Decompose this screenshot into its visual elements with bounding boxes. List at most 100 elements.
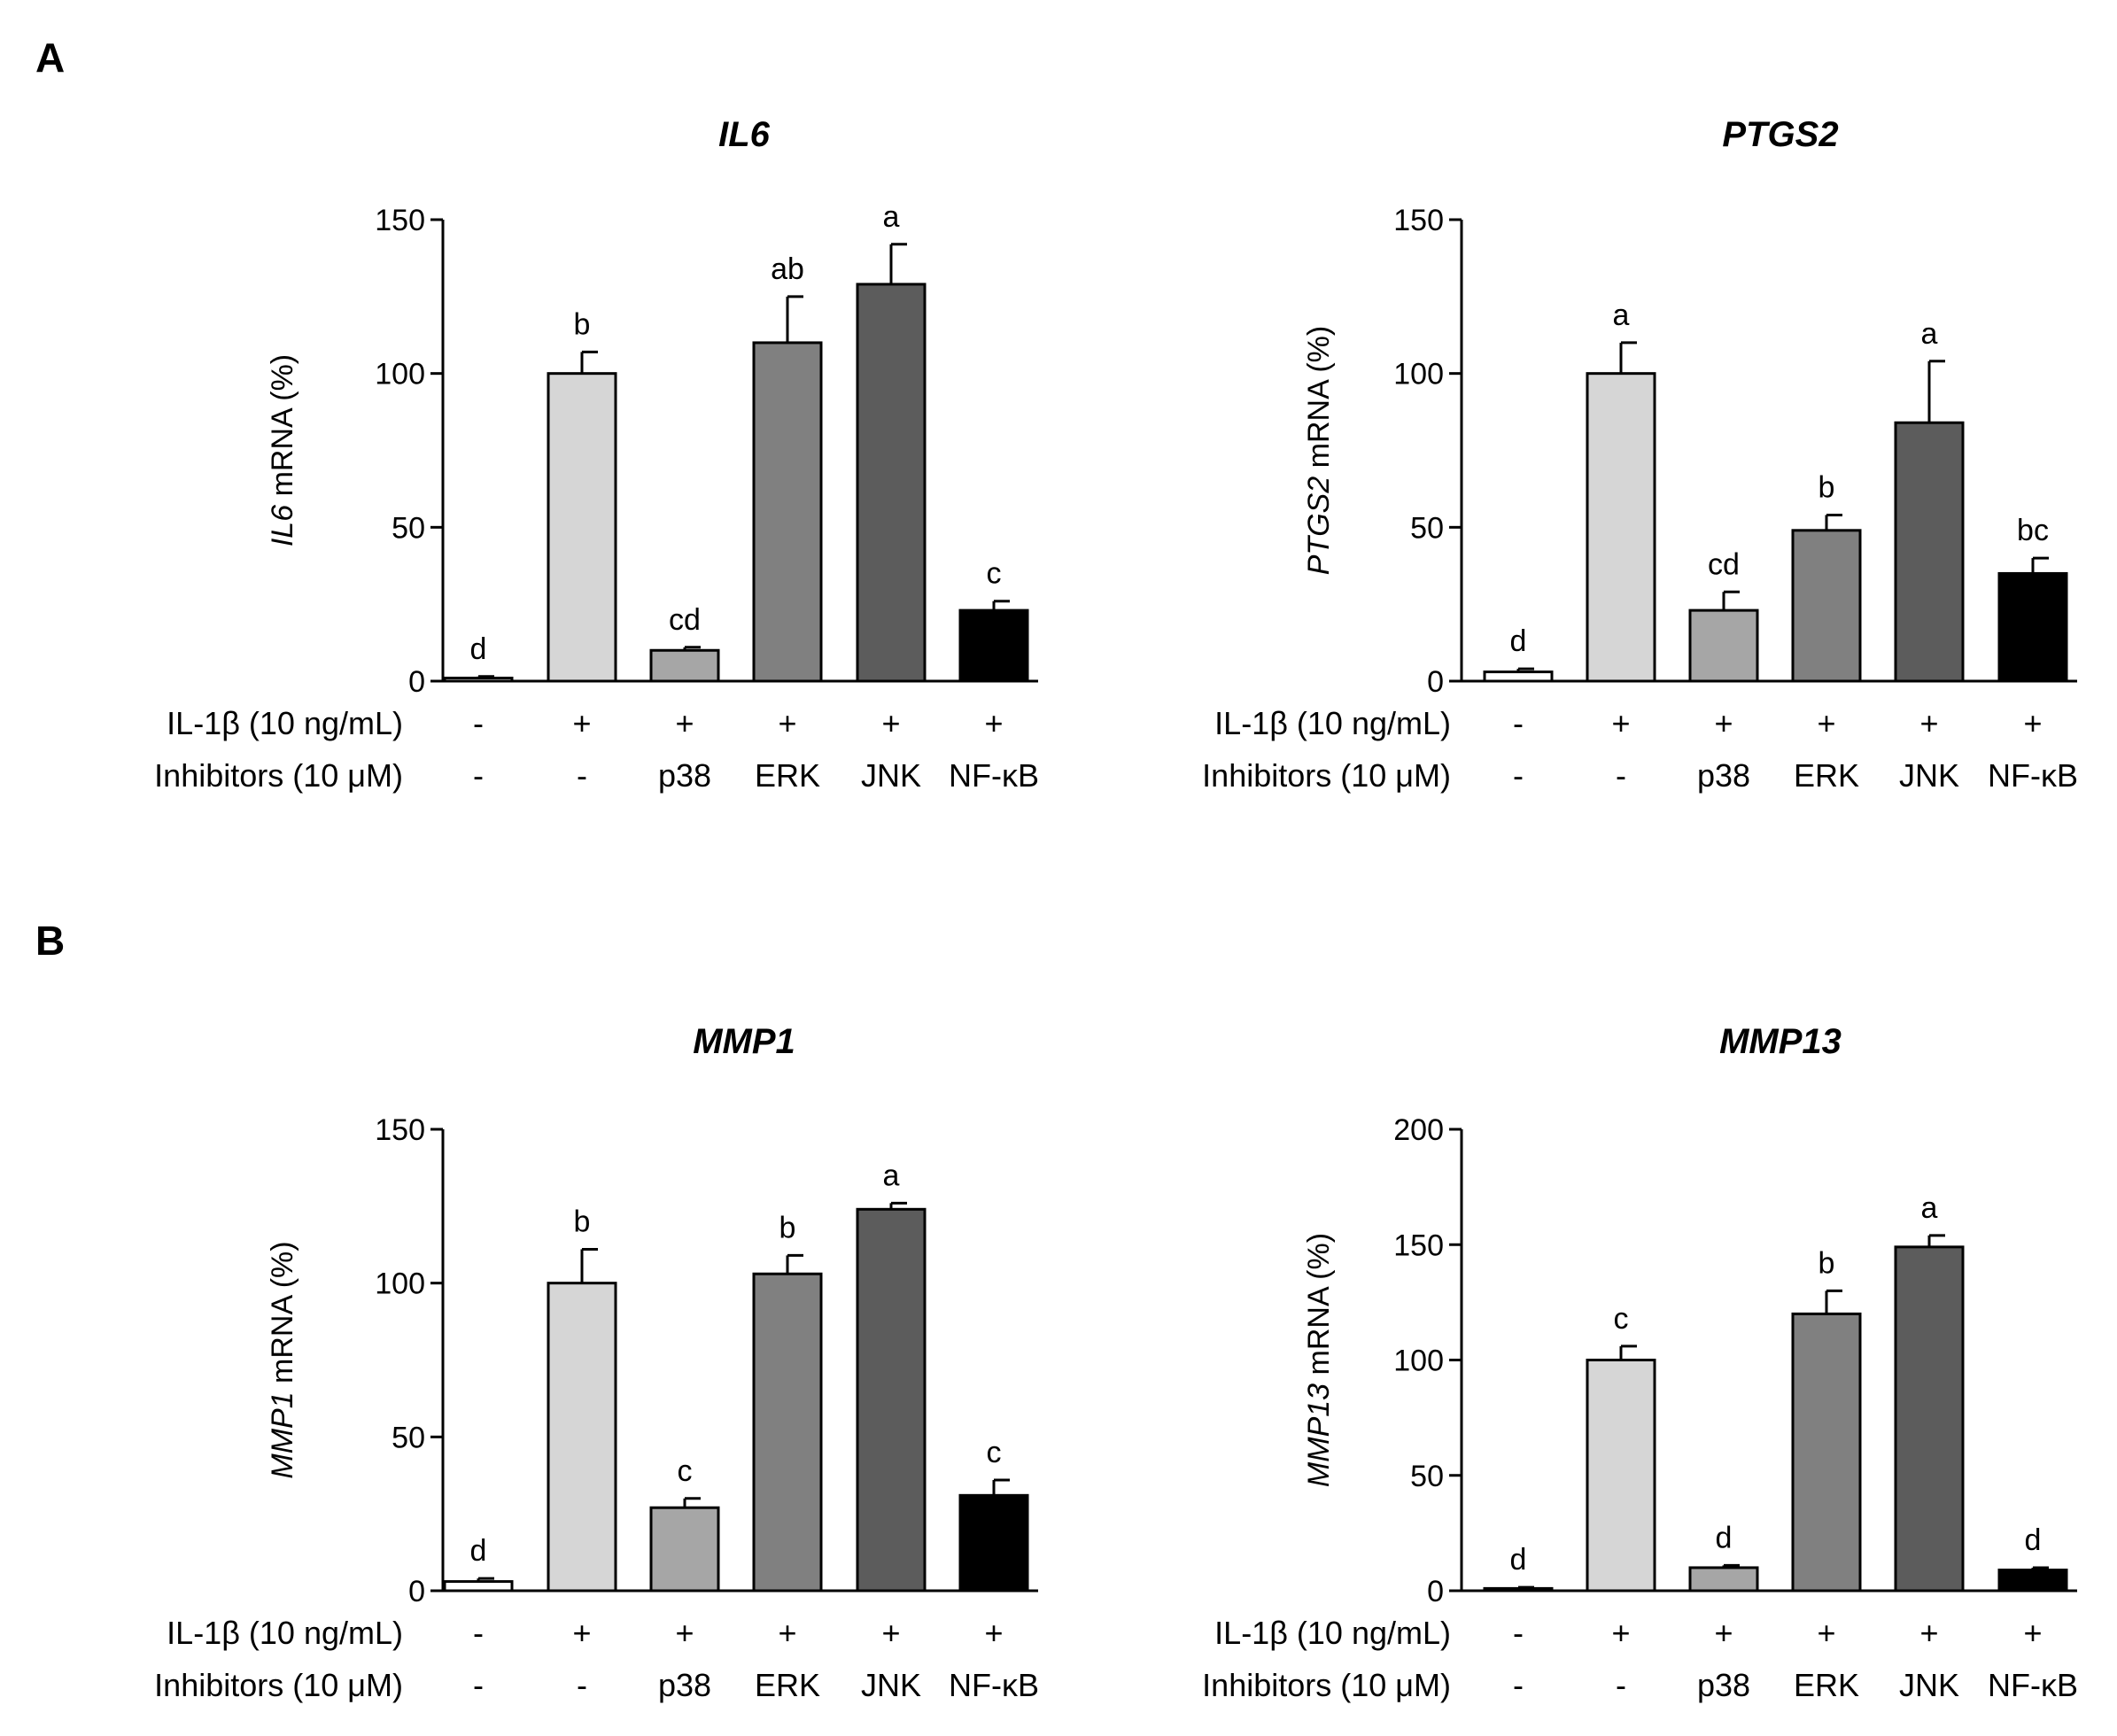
inhibitor-condition: - bbox=[473, 757, 484, 794]
significance-letter: cd bbox=[669, 603, 701, 637]
significance-letter: cd bbox=[1708, 547, 1740, 581]
inhibitor-condition: JNK bbox=[1899, 757, 1959, 794]
il1b-condition: - bbox=[473, 1615, 484, 1651]
il1b-row-label: IL-1β (10 ng/mL) bbox=[1214, 1615, 1451, 1651]
il1b-condition: + bbox=[675, 1615, 694, 1651]
bar bbox=[649, 648, 720, 683]
il1b-condition: + bbox=[778, 705, 796, 741]
chart-title: PTGS2 bbox=[1722, 115, 1838, 154]
significance-letter: c bbox=[987, 557, 1002, 591]
chart-title: MMP1 bbox=[693, 1022, 795, 1061]
bar bbox=[1997, 571, 2068, 683]
significance-letter: d bbox=[1510, 1543, 1527, 1577]
inhibitor-condition: ERK bbox=[1794, 1667, 1859, 1703]
y-axis-label-unit: mRNA (%) bbox=[266, 354, 299, 505]
y-tick-label: 200 bbox=[1393, 1113, 1444, 1147]
significance-letter: d bbox=[1510, 624, 1527, 658]
il1b-condition: - bbox=[1513, 705, 1524, 741]
bar bbox=[443, 1580, 514, 1593]
inhibitor-condition: JNK bbox=[861, 757, 921, 794]
y-tick-label: 0 bbox=[408, 1575, 425, 1608]
y-tick-label: 50 bbox=[392, 1421, 425, 1454]
y-tick-label: 100 bbox=[375, 1267, 425, 1301]
inhibitor-condition: - bbox=[473, 1667, 484, 1703]
bar bbox=[1586, 372, 1656, 683]
y-tick-label: 50 bbox=[1410, 1460, 1444, 1493]
inhibitor-condition: ERK bbox=[755, 757, 820, 794]
bar bbox=[1483, 670, 1554, 683]
significance-letter: b bbox=[574, 307, 591, 341]
y-axis-label: MMP13 mRNA (%) bbox=[1302, 1233, 1336, 1487]
inhibitor-condition: p38 bbox=[1697, 757, 1750, 794]
significance-letter: d bbox=[470, 632, 487, 666]
y-tick-label: 0 bbox=[408, 665, 425, 699]
inhibitor-condition: ERK bbox=[755, 1667, 820, 1703]
y-axis-label-gene: IL6 bbox=[266, 505, 299, 546]
il1b-condition: + bbox=[984, 1615, 1003, 1651]
il1b-condition: - bbox=[1513, 1615, 1524, 1651]
il1b-condition: + bbox=[1714, 705, 1733, 741]
significance-letter: a bbox=[883, 1159, 900, 1192]
y-tick-label: 100 bbox=[1393, 358, 1444, 391]
significance-letter: c bbox=[1614, 1302, 1629, 1336]
significance-letter: d bbox=[470, 1534, 487, 1568]
il1b-condition: + bbox=[1817, 1615, 1835, 1651]
bar bbox=[1791, 529, 1862, 683]
significance-letter: a bbox=[883, 200, 900, 234]
bar bbox=[856, 1207, 927, 1593]
panel-letter-a: A bbox=[35, 35, 66, 81]
il1b-condition: + bbox=[1714, 1615, 1733, 1651]
inhibitor-condition: - bbox=[1513, 757, 1524, 794]
bar bbox=[1894, 421, 1965, 683]
inhibitor-condition: - bbox=[577, 757, 587, 794]
bar bbox=[547, 1282, 617, 1593]
bar bbox=[1483, 1586, 1554, 1593]
inhibitor-condition: NF-κB bbox=[1988, 757, 2078, 794]
significance-letter: a bbox=[1921, 1191, 1938, 1225]
inhibitor-condition: - bbox=[1513, 1667, 1524, 1703]
significance-letter: b bbox=[1818, 1246, 1835, 1280]
y-tick-label: 0 bbox=[1427, 665, 1444, 699]
panel-letter-b: B bbox=[35, 918, 66, 964]
inhibitors-row-label: Inhibitors (10 μM) bbox=[154, 757, 403, 794]
y-axis-label-unit: mRNA (%) bbox=[1302, 326, 1336, 477]
il1b-condition: - bbox=[473, 705, 484, 741]
il1b-condition: + bbox=[1611, 1615, 1630, 1651]
y-axis-label-unit: mRNA (%) bbox=[266, 1241, 299, 1391]
il1b-condition: + bbox=[1919, 705, 1938, 741]
bar bbox=[1688, 1566, 1759, 1593]
il1b-condition: + bbox=[1919, 1615, 1938, 1651]
inhibitor-condition: - bbox=[577, 1667, 587, 1703]
bar bbox=[958, 1493, 1029, 1593]
il1b-condition: + bbox=[778, 1615, 796, 1651]
inhibitor-condition: JNK bbox=[861, 1667, 921, 1703]
significance-letter: ab bbox=[771, 252, 804, 286]
inhibitors-row-label: Inhibitors (10 μM) bbox=[154, 1667, 403, 1703]
y-axis-label-gene: PTGS2 bbox=[1302, 477, 1336, 576]
y-tick-label: 150 bbox=[375, 1113, 425, 1147]
inhibitor-condition: p38 bbox=[658, 1667, 711, 1703]
bar bbox=[752, 341, 823, 683]
y-axis-label: IL6 mRNA (%) bbox=[266, 354, 299, 546]
bar bbox=[752, 1272, 823, 1593]
il1b-condition: + bbox=[2023, 1615, 2042, 1651]
chart-title: MMP13 bbox=[1719, 1022, 1842, 1061]
significance-letter: b bbox=[779, 1211, 796, 1244]
il1b-condition: + bbox=[881, 1615, 900, 1651]
y-tick-label: 150 bbox=[375, 204, 425, 237]
inhibitors-row-label: Inhibitors (10 μM) bbox=[1202, 757, 1451, 794]
inhibitor-condition: p38 bbox=[658, 757, 711, 794]
inhibitor-condition: JNK bbox=[1899, 1667, 1959, 1703]
inhibitor-condition: ERK bbox=[1794, 757, 1859, 794]
il1b-condition: + bbox=[881, 705, 900, 741]
y-axis-label: PTGS2 mRNA (%) bbox=[1302, 326, 1336, 575]
y-tick-label: 50 bbox=[392, 511, 425, 545]
il1b-condition: + bbox=[984, 705, 1003, 741]
bar bbox=[1997, 1569, 2068, 1593]
inhibitor-condition: NF-κB bbox=[1988, 1667, 2078, 1703]
inhibitor-condition: - bbox=[1616, 1667, 1626, 1703]
significance-letter: bc bbox=[2017, 514, 2049, 547]
